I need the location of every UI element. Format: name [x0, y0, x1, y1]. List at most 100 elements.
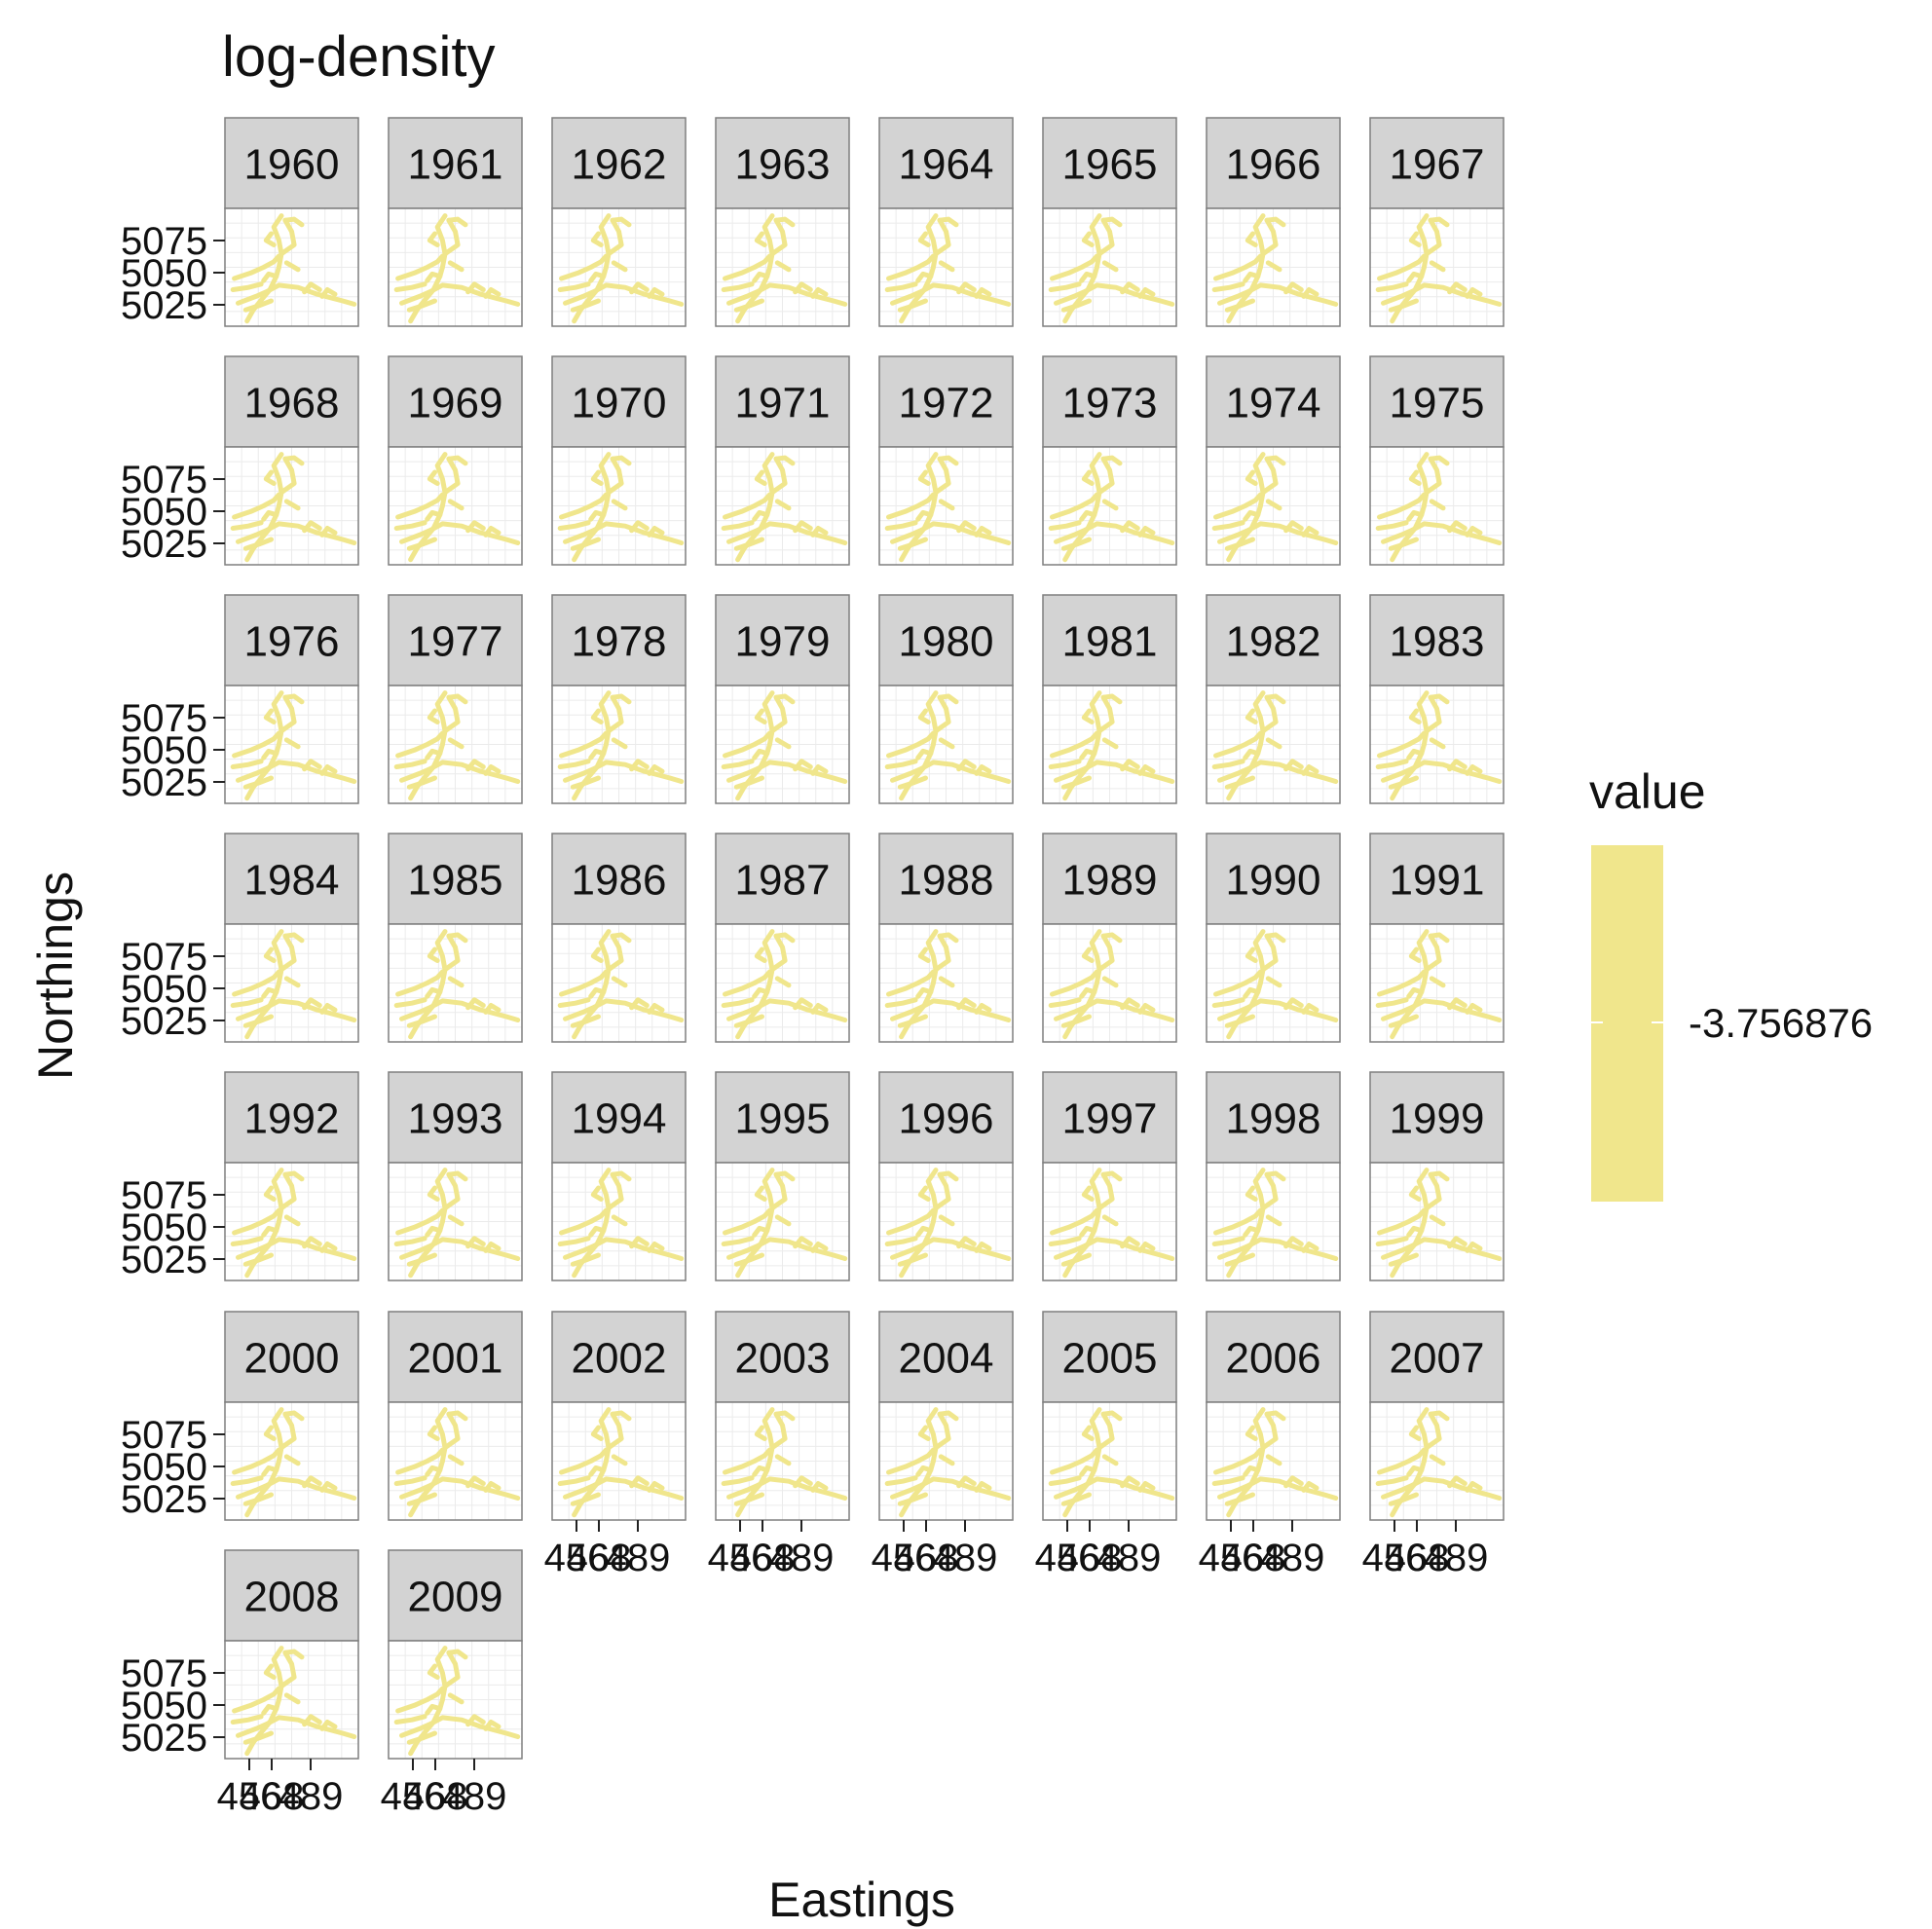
- density-path: [425, 1465, 443, 1477]
- density-path: [447, 737, 464, 750]
- density-path: [606, 217, 624, 257]
- density-path: [483, 1242, 502, 1253]
- density-path: [773, 693, 796, 705]
- density-path: [434, 452, 448, 508]
- y-tick-label: 5050: [121, 491, 207, 534]
- panel-border: [1369, 685, 1505, 804]
- chart-title: log-density: [222, 25, 495, 89]
- panel-border: [1369, 1162, 1505, 1281]
- density-path: [1089, 1168, 1102, 1224]
- facet-panel: 1993: [388, 1071, 523, 1281]
- density-path: [261, 271, 279, 283]
- density-path: [271, 1646, 284, 1702]
- x-tick-label: 468: [1385, 1537, 1450, 1579]
- density-path: [279, 694, 297, 734]
- density-path: [598, 1168, 612, 1224]
- facet-label: 2009: [408, 1574, 503, 1621]
- density-path: [1375, 520, 1409, 531]
- facet-label: 1973: [1062, 380, 1158, 427]
- density-path: [447, 1692, 464, 1705]
- density-path: [956, 281, 977, 295]
- panel-border: [551, 207, 687, 327]
- density-path: [263, 1185, 277, 1202]
- panel-border: [715, 207, 850, 327]
- density-path: [232, 492, 281, 520]
- density-path: [1406, 748, 1425, 760]
- facet-panel: 1979: [715, 594, 850, 804]
- density-path: [752, 509, 770, 522]
- facet-strip: [715, 1071, 850, 1164]
- density-path: [261, 986, 279, 999]
- density-path: [1283, 520, 1304, 534]
- density-path: [1424, 1411, 1442, 1451]
- density-path: [465, 759, 486, 772]
- density-path: [1424, 1171, 1442, 1211]
- density-path: [723, 1207, 772, 1236]
- density-path: [769, 456, 788, 496]
- density-path: [425, 986, 443, 999]
- facet-strip: [224, 117, 359, 209]
- facet-label: 1993: [408, 1095, 503, 1143]
- density-path: [890, 998, 1012, 1022]
- density-path: [559, 492, 609, 520]
- facet-label: 2002: [572, 1335, 667, 1383]
- density-path: [1243, 748, 1261, 760]
- density-path: [261, 509, 279, 522]
- facet-panel: 1985: [388, 833, 523, 1043]
- facet-strip: [1042, 117, 1177, 209]
- density-path: [937, 693, 959, 705]
- panel-border: [224, 1162, 359, 1281]
- x-tick-label: 489: [1096, 1537, 1162, 1579]
- density-path: [1120, 759, 1140, 772]
- density-path: [1243, 1465, 1261, 1477]
- facet-strip: [224, 1311, 359, 1403]
- facet-label: 1986: [572, 857, 667, 905]
- density-path: [271, 1168, 284, 1224]
- density-path: [723, 730, 772, 759]
- density-path: [1096, 1411, 1115, 1451]
- density-path: [230, 1714, 264, 1725]
- facet-strip: [715, 1311, 850, 1403]
- facet-strip: [1369, 355, 1505, 448]
- density-path: [886, 730, 936, 759]
- density-path: [886, 1447, 936, 1475]
- density-path: [1447, 520, 1468, 534]
- density-path: [1447, 281, 1468, 295]
- density-path: [937, 1170, 959, 1182]
- density-path: [1416, 929, 1430, 985]
- density-path: [1381, 1237, 1503, 1261]
- panel-border: [551, 685, 687, 804]
- density-path: [242, 1492, 274, 1506]
- density-path: [754, 231, 767, 247]
- density-path: [1406, 271, 1425, 283]
- density-path: [1245, 946, 1258, 963]
- panel-border: [388, 446, 523, 566]
- panel-border: [388, 1640, 523, 1760]
- panel-border: [388, 685, 523, 804]
- density-path: [557, 1236, 591, 1246]
- density-path: [271, 690, 284, 747]
- density-path: [773, 1410, 796, 1422]
- density-path: [938, 260, 955, 273]
- density-path: [752, 986, 770, 999]
- density-path: [1211, 997, 1245, 1008]
- facet-label: 1983: [1390, 618, 1485, 666]
- density-path: [1100, 1410, 1123, 1422]
- density-path: [769, 1411, 788, 1451]
- facet-strip: [224, 1549, 359, 1642]
- y-tick-label: 5075: [121, 1414, 207, 1457]
- density-path: [393, 1236, 427, 1246]
- panel-border: [1206, 923, 1341, 1043]
- density-path: [1252, 452, 1266, 508]
- density-path: [925, 929, 939, 985]
- density-path: [434, 213, 448, 270]
- density-path: [1265, 1454, 1282, 1466]
- facet-panel: 1969: [388, 355, 523, 566]
- density-path: [598, 690, 612, 747]
- facet-strip: [388, 594, 523, 686]
- density-path: [1054, 1237, 1175, 1261]
- density-path: [1089, 452, 1102, 508]
- density-path: [629, 1236, 650, 1249]
- density-path: [446, 1410, 468, 1422]
